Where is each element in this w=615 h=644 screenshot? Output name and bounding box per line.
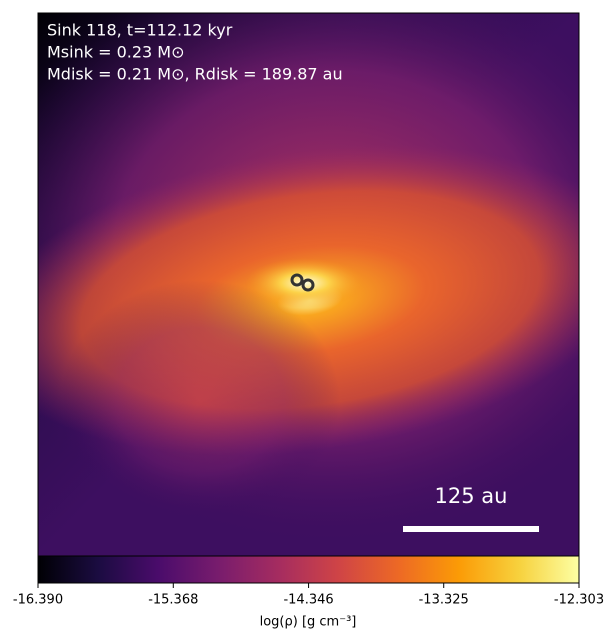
colorbar-tick-label: -15.368 <box>148 593 198 608</box>
annotation: Mdisk = 0.21 M⊙, Rdisk = 189.87 au <box>47 65 343 84</box>
annotation: Sink 118, t=112.12 kyr <box>47 21 233 40</box>
colorbar-tick-label: -12.303 <box>554 593 604 608</box>
colorbar-tick-label: -13.325 <box>419 593 469 608</box>
sink-marker <box>290 273 304 287</box>
density-image <box>38 13 579 556</box>
annotation: Msink = 0.23 M⊙ <box>47 43 185 62</box>
scale-bar-label: 125 au <box>435 484 508 508</box>
colorbar-tick-label: -14.346 <box>283 593 333 608</box>
colorbar-tick-label: -16.390 <box>13 593 63 608</box>
colorbar-label: log(ρ) [g cm⁻³] <box>260 615 357 630</box>
colorbar <box>37 555 580 584</box>
sink-marker <box>301 278 315 292</box>
